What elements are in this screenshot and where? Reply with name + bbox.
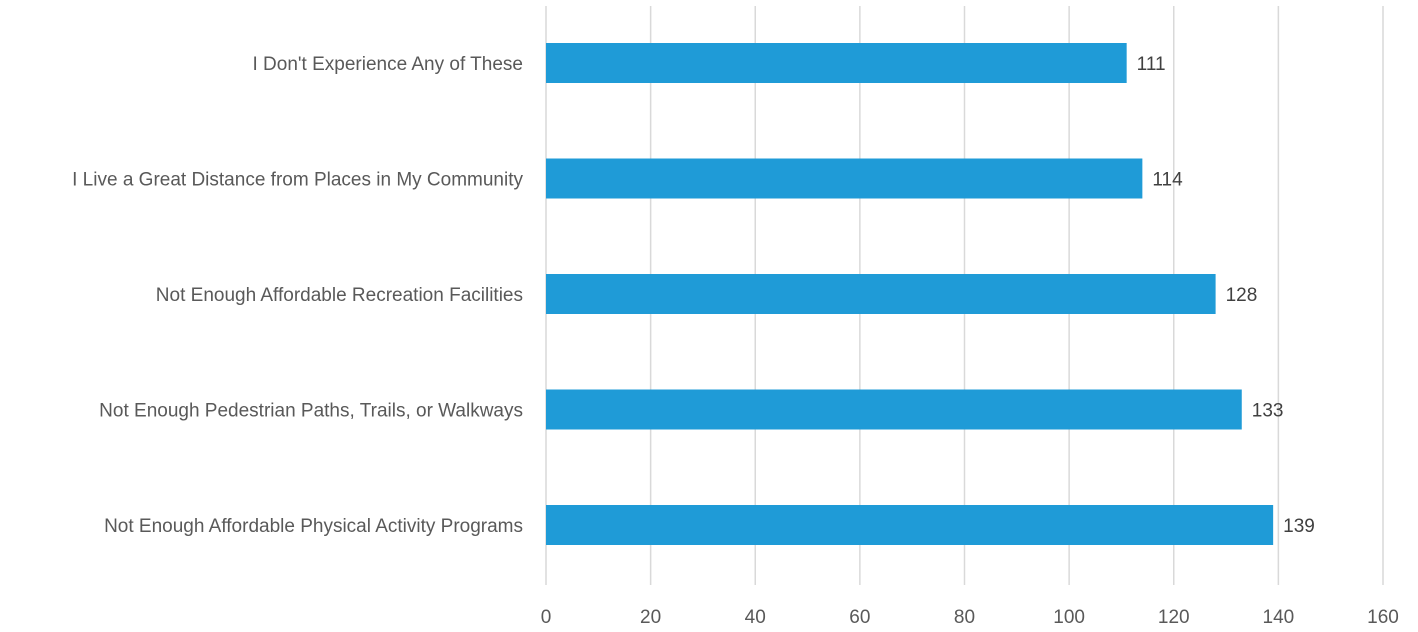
category-label: Not Enough Pedestrian Paths, Trails, or … — [99, 401, 523, 422]
x-tick-label: 40 — [745, 607, 766, 628]
category-label: Not Enough Affordable Recreation Facilit… — [156, 285, 523, 306]
x-tick-label: 60 — [849, 607, 870, 628]
category-label: Not Enough Affordable Physical Activity … — [104, 516, 523, 537]
bar — [546, 389, 1242, 430]
x-axis-tick-labels: 0 20 40 60 80 100 120 140 160 — [541, 607, 1399, 628]
data-label: 128 — [1226, 285, 1258, 306]
category-labels: I Don't Experience Any of These I Live a … — [72, 54, 523, 537]
x-tick-label: 140 — [1263, 607, 1295, 628]
x-tick-label: 120 — [1158, 607, 1190, 628]
x-tick-label: 20 — [640, 607, 661, 628]
data-label: 139 — [1283, 516, 1315, 537]
bar — [546, 158, 1143, 199]
bar — [546, 505, 1274, 545]
data-labels: 111 114 128 133 139 — [1137, 54, 1315, 537]
x-tick-label: 100 — [1053, 607, 1085, 628]
bar — [546, 274, 1216, 314]
data-label: 114 — [1152, 170, 1183, 191]
category-label: I Don't Experience Any of These — [253, 54, 524, 75]
data-label: 111 — [1137, 54, 1166, 75]
category-label: I Live a Great Distance from Places in M… — [72, 170, 523, 191]
x-tick-label: 80 — [954, 607, 975, 628]
x-tick-label: 160 — [1367, 607, 1399, 628]
bar — [546, 43, 1127, 83]
bars — [546, 43, 1274, 545]
data-label: 133 — [1252, 401, 1284, 422]
x-tick-label: 0 — [541, 607, 552, 628]
